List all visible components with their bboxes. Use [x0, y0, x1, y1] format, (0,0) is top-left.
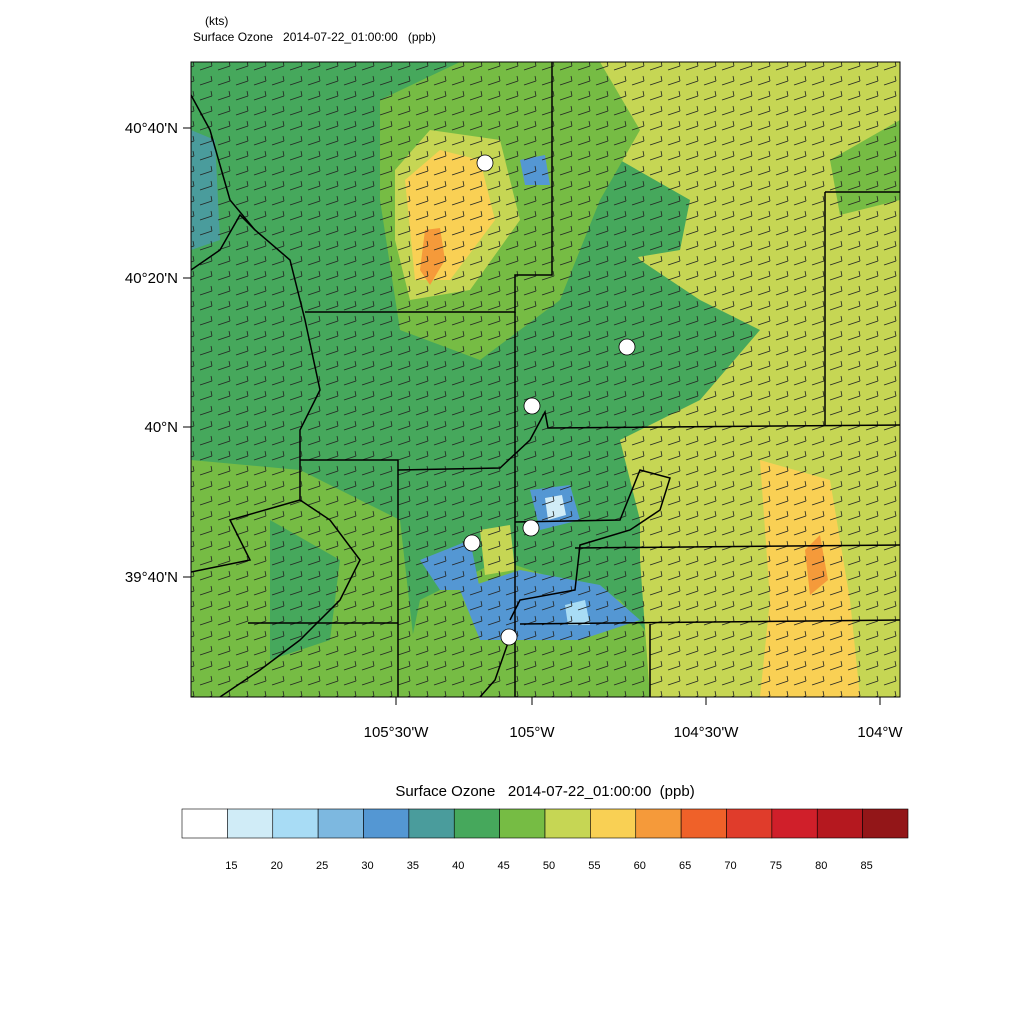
lon-label: 104°W	[857, 724, 903, 741]
lat-label: 39°40'N	[125, 569, 178, 586]
colorbar-swatch	[635, 808, 682, 839]
colorbar-label: 45	[498, 860, 510, 872]
colorbar-label: 50	[543, 860, 555, 872]
lon-label: 104°30'W	[674, 724, 740, 741]
colorbar-label: 40	[452, 860, 464, 872]
colorbar-swatch	[363, 808, 410, 839]
colorbar-label: 25	[316, 860, 328, 872]
colorbar-label: 20	[271, 860, 283, 872]
map	[191, 62, 900, 697]
colorbar-label: 15	[225, 860, 237, 872]
colorbar-swatch	[816, 808, 863, 839]
colorbar-swatch	[453, 808, 500, 839]
colorbar-swatch	[862, 808, 909, 839]
colorbar-swatch	[590, 808, 637, 839]
colorbar-label: 55	[588, 860, 600, 872]
colorbar-label: 75	[770, 860, 782, 872]
colorbar-swatch	[408, 808, 455, 839]
colorbar-label: 60	[634, 860, 646, 872]
colorbar-label: 30	[361, 860, 373, 872]
lat-label: 40°N	[144, 419, 178, 436]
colorbar: 15 20 25 30 35 40 45 50 55 60 65 70 75 80 85	[181, 808, 909, 872]
colorbar-swatch	[227, 808, 274, 839]
colorbar-label: 70	[724, 860, 736, 872]
colorbar-label: 85	[861, 860, 873, 872]
colorbar-label: 80	[815, 860, 827, 872]
lon-label: 105°W	[509, 724, 555, 741]
lon-label: 105°30'W	[364, 724, 430, 741]
colorbar-label: 65	[679, 860, 691, 872]
lat-label: 40°40'N	[125, 120, 178, 137]
colorbar-swatch	[771, 808, 818, 839]
colorbar-swatch	[317, 808, 364, 839]
colorbar-swatch	[544, 808, 591, 839]
colorbar-label: 35	[407, 860, 419, 872]
colorbar-swatch	[181, 808, 228, 839]
colorbar-swatch	[726, 808, 773, 839]
plot-frame	[190, 61, 901, 698]
colorbar-swatch	[499, 808, 546, 839]
lat-label: 40°20'N	[125, 270, 178, 287]
colorbar-swatch	[680, 808, 727, 839]
title: Surface Ozone 2014-07-22_01:00:00 (ppb)	[193, 30, 436, 44]
axes: 40°40'N 40°20'N 40°N 39°40'N 105°30'W 105°W 10…	[125, 120, 904, 741]
colorbar-swatch	[272, 808, 319, 839]
units: (kts)	[205, 14, 228, 28]
colorbar-title: Surface Ozone 2014-07-22_01:00:00 (ppb)	[395, 783, 694, 800]
